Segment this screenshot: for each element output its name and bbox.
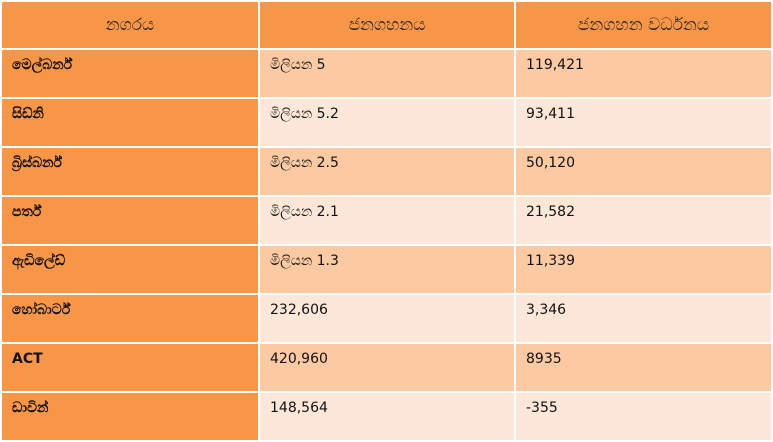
city-cell: බ්‍රිස්බර්න් xyxy=(0,146,260,197)
table-row: මෙල්බර්න් මිලියන 5 119,421 xyxy=(0,48,773,99)
growth-cell: 3,346 xyxy=(514,293,773,344)
table-row: හෝබාර්ට් 232,606 3,346 xyxy=(0,293,773,344)
city-cell: මෙල්බර්න් xyxy=(0,48,260,99)
growth-cell: 21,582 xyxy=(514,195,773,246)
city-cell: ACT xyxy=(0,342,260,393)
growth-cell: 119,421 xyxy=(514,48,773,99)
growth-cell: 93,411 xyxy=(514,97,773,148)
city-cell: සිඩ්නි xyxy=(0,97,260,148)
growth-cell: -355 xyxy=(514,391,773,442)
city-cell: හෝබාර්ට් xyxy=(0,293,260,344)
table-row: සිඩ්නි මිලියන 5.2 93,411 xyxy=(0,97,773,148)
population-cell: 148,564 xyxy=(258,391,516,442)
population-cell: මිලියන 2.1 xyxy=(258,195,516,246)
growth-cell: 11,339 xyxy=(514,244,773,295)
growth-cell: 50,120 xyxy=(514,146,773,197)
growth-cell: 8935 xyxy=(514,342,773,393)
population-cell: 420,960 xyxy=(258,342,516,393)
table-row: ACT 420,960 8935 xyxy=(0,342,773,393)
header-growth: ජනගහන වර්ධනය xyxy=(514,0,773,50)
table-row: ඩාවින් 148,564 -355 xyxy=(0,391,773,442)
city-cell: ඇඩිලේඩ් xyxy=(0,244,260,295)
population-cell: 232,606 xyxy=(258,293,516,344)
population-cell: මිලියන 5.2 xyxy=(258,97,516,148)
population-cell: මිලියන 2.5 xyxy=(258,146,516,197)
city-cell: පර්ත් xyxy=(0,195,260,246)
table-row: ඇඩිලේඩ් මිලියන 1.3 11,339 xyxy=(0,244,773,295)
population-cell: මිලියන 1.3 xyxy=(258,244,516,295)
header-population: ජනගහනය xyxy=(258,0,516,50)
population-cell: මිලියන 5 xyxy=(258,48,516,99)
table-row: බ්‍රිස්බර්න් මිලියන 2.5 50,120 xyxy=(0,146,773,197)
table-row: පර්ත් මිලියන 2.1 21,582 xyxy=(0,195,773,246)
header-city: නගරය xyxy=(0,0,260,50)
header-row: නගරය ජනගහනය ජනගහන වර්ධනය xyxy=(0,0,773,50)
city-cell: ඩාවින් xyxy=(0,391,260,442)
